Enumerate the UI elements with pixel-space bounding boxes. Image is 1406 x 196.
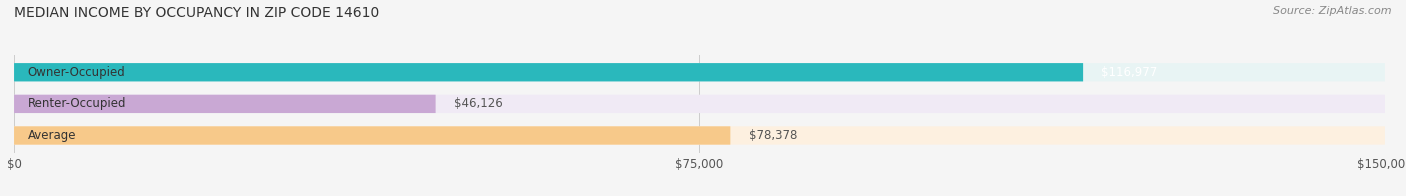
Text: MEDIAN INCOME BY OCCUPANCY IN ZIP CODE 14610: MEDIAN INCOME BY OCCUPANCY IN ZIP CODE 1…	[14, 6, 380, 20]
Text: Average: Average	[28, 129, 76, 142]
FancyBboxPatch shape	[14, 126, 730, 145]
Text: $78,378: $78,378	[748, 129, 797, 142]
FancyBboxPatch shape	[14, 126, 1385, 145]
FancyBboxPatch shape	[14, 95, 436, 113]
Text: $116,977: $116,977	[1101, 66, 1157, 79]
Text: Source: ZipAtlas.com: Source: ZipAtlas.com	[1274, 6, 1392, 16]
FancyBboxPatch shape	[14, 95, 1385, 113]
Text: Owner-Occupied: Owner-Occupied	[28, 66, 125, 79]
FancyBboxPatch shape	[14, 63, 1083, 81]
Text: Renter-Occupied: Renter-Occupied	[28, 97, 127, 110]
FancyBboxPatch shape	[14, 63, 1385, 81]
Text: $46,126: $46,126	[454, 97, 502, 110]
